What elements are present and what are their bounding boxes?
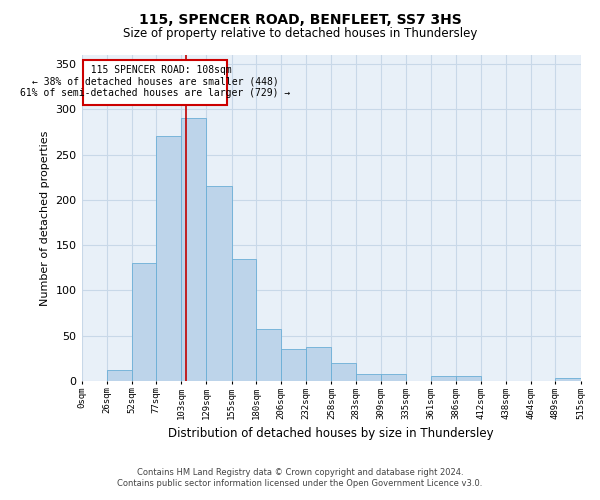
Bar bbox=[455, 376, 481, 381]
Text: 115, SPENCER ROAD, BENFLEET, SS7 3HS: 115, SPENCER ROAD, BENFLEET, SS7 3HS bbox=[139, 12, 461, 26]
Bar bbox=[556, 378, 581, 381]
Bar bbox=[331, 363, 356, 381]
Bar bbox=[381, 374, 406, 381]
FancyBboxPatch shape bbox=[83, 60, 227, 105]
Bar bbox=[132, 263, 156, 381]
Bar bbox=[156, 136, 181, 381]
Text: Contains HM Land Registry data © Crown copyright and database right 2024.
Contai: Contains HM Land Registry data © Crown c… bbox=[118, 468, 482, 487]
Bar bbox=[232, 258, 256, 381]
Bar bbox=[206, 186, 232, 381]
Text: 61% of semi-detached houses are larger (729) →: 61% of semi-detached houses are larger (… bbox=[20, 88, 290, 99]
Text: 115 SPENCER ROAD: 108sqm: 115 SPENCER ROAD: 108sqm bbox=[79, 65, 232, 75]
Bar bbox=[306, 348, 331, 381]
Text: Size of property relative to detached houses in Thundersley: Size of property relative to detached ho… bbox=[123, 28, 477, 40]
Bar bbox=[281, 349, 306, 381]
Bar bbox=[431, 376, 455, 381]
X-axis label: Distribution of detached houses by size in Thundersley: Distribution of detached houses by size … bbox=[168, 427, 494, 440]
Bar bbox=[181, 118, 206, 381]
Bar bbox=[356, 374, 381, 381]
Text: ← 38% of detached houses are smaller (448): ← 38% of detached houses are smaller (44… bbox=[32, 76, 278, 86]
Bar bbox=[256, 330, 281, 381]
Bar bbox=[107, 370, 132, 381]
Y-axis label: Number of detached properties: Number of detached properties bbox=[40, 130, 50, 306]
